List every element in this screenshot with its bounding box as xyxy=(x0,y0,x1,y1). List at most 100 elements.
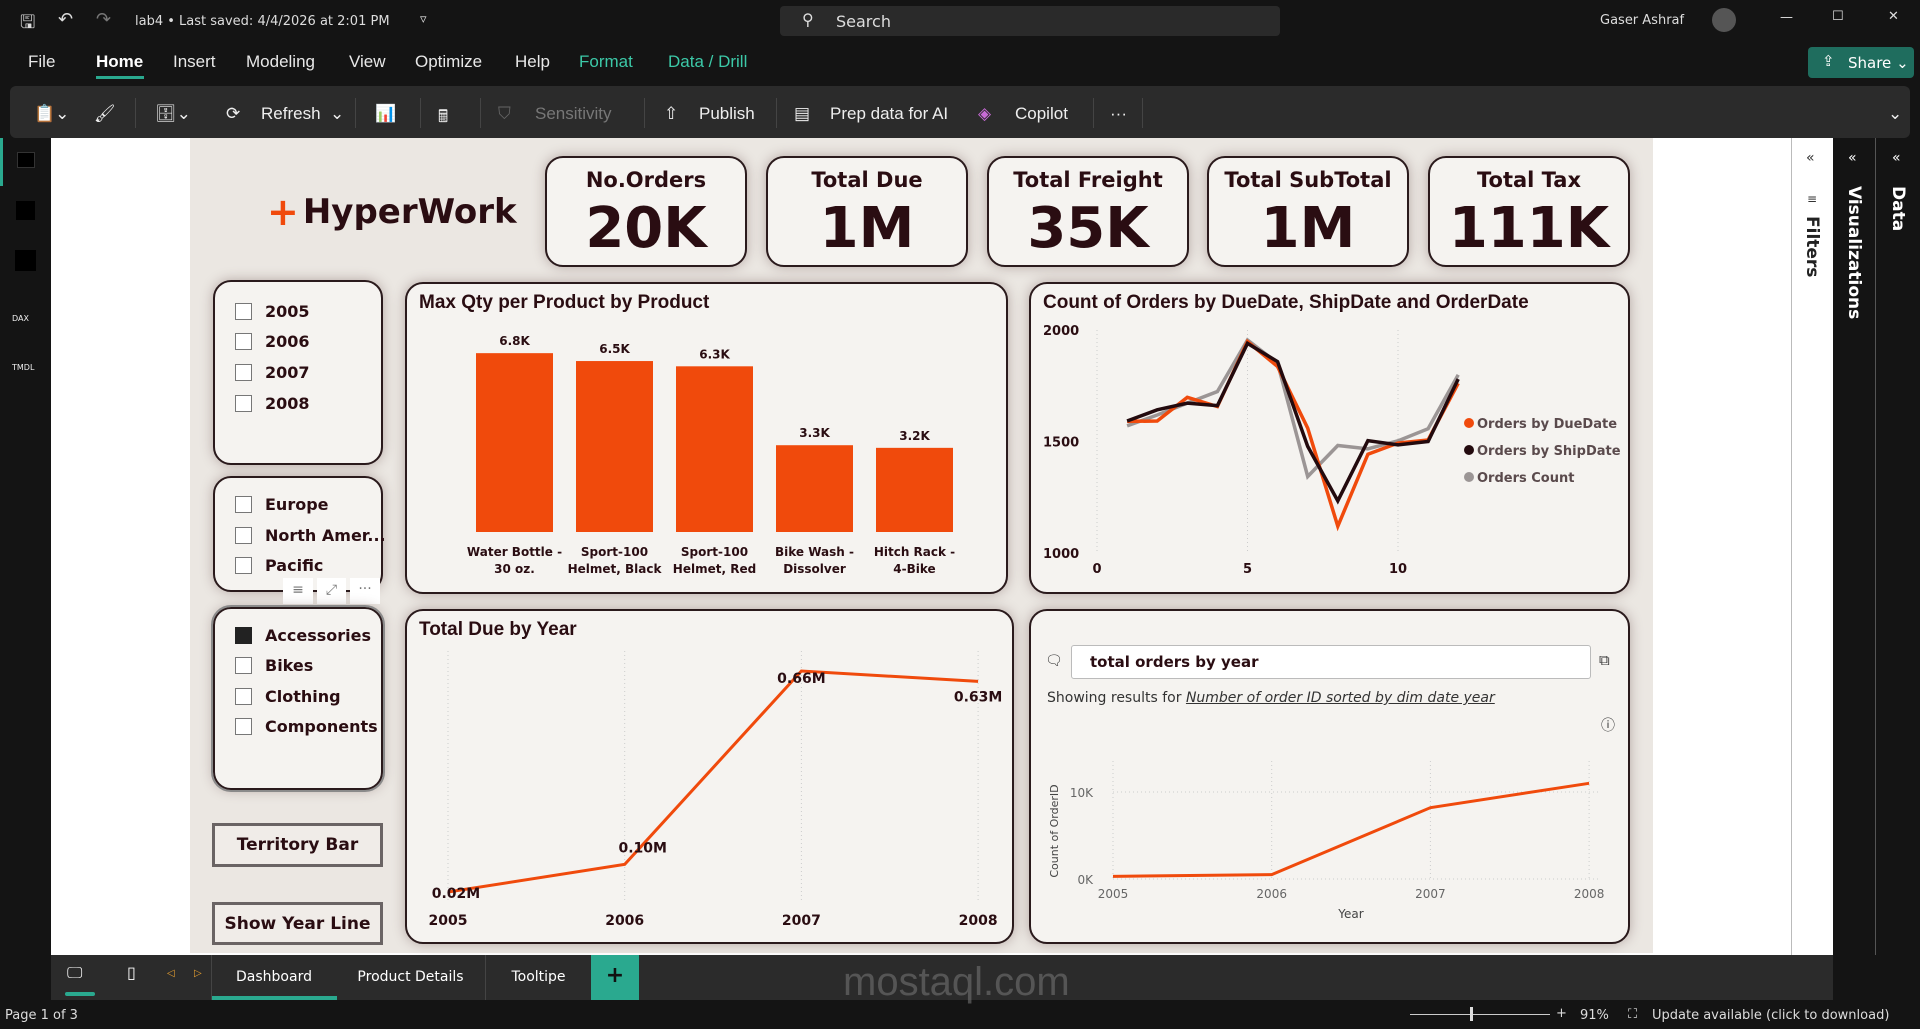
expand-icon[interactable]: « xyxy=(1806,150,1815,166)
slicer-item-2006[interactable]: 2006 xyxy=(235,332,310,351)
close-button[interactable]: ✕ xyxy=(1888,9,1899,24)
new-visual-icon[interactable]: 📊 xyxy=(375,104,397,123)
zoom-in-icon[interactable]: + xyxy=(1556,1006,1567,1021)
checkbox[interactable] xyxy=(235,333,252,350)
menu-optimize[interactable]: Optimize xyxy=(415,52,483,71)
card-total-freight[interactable]: Total Freight 35K xyxy=(987,156,1189,267)
more-options-icon[interactable]: ··· xyxy=(350,578,380,604)
file-title[interactable]: lab4 • Last saved: 4/4/2026 at 2:01 PM xyxy=(135,14,390,29)
menu-file[interactable]: File xyxy=(28,52,56,71)
show-year-line-button[interactable]: Show Year Line xyxy=(212,902,383,945)
user-name[interactable]: Gaser Ashraf xyxy=(1600,13,1685,28)
calculator-icon[interactable]: 🖩 xyxy=(438,107,449,126)
publish-button[interactable]: Publish xyxy=(699,104,755,123)
slicer-item-europe[interactable]: Europe xyxy=(235,495,329,514)
expand-icon[interactable]: « xyxy=(1848,150,1857,166)
checkbox-checked[interactable] xyxy=(235,627,252,644)
slicer-item-north-america[interactable]: North Amer... xyxy=(235,526,386,545)
tmdl-view-icon[interactable]: TMDL xyxy=(12,363,35,372)
undo-icon[interactable]: ↶ xyxy=(58,9,74,30)
slicer-item-pacific[interactable]: Pacific xyxy=(235,556,323,575)
card-no-orders[interactable]: No.Orders 20K xyxy=(545,156,747,267)
checkbox[interactable] xyxy=(235,496,252,513)
slicer-item-clothing[interactable]: Clothing xyxy=(235,687,341,706)
checkbox[interactable] xyxy=(235,657,252,674)
checkbox[interactable] xyxy=(235,303,252,320)
menu-help[interactable]: Help xyxy=(515,52,550,71)
update-notice[interactable]: Update available (click to download) xyxy=(1652,1008,1890,1023)
prep-data-icon[interactable]: ▤ xyxy=(794,104,811,123)
tab-dashboard[interactable]: Dashboard xyxy=(211,955,337,1000)
orders-line-chart-panel[interactable]: Count of Orders by DueDate, ShipDate and… xyxy=(1029,282,1630,594)
refresh-button[interactable]: Refresh xyxy=(261,104,321,123)
slicer-item-bikes[interactable]: Bikes xyxy=(235,656,313,675)
qna-panel[interactable]: 🗨 total orders by year ⧉ Showing results… xyxy=(1029,609,1630,944)
convert-visual-icon[interactable]: ⧉ xyxy=(1599,651,1610,669)
report-view-icon[interactable] xyxy=(17,152,35,168)
more-options-button[interactable]: ··· xyxy=(1110,104,1127,123)
slicer-item-2005[interactable]: 2005 xyxy=(235,302,310,321)
tab-product-details[interactable]: Product Details xyxy=(336,955,486,1000)
menu-modeling[interactable]: Modeling xyxy=(246,52,315,71)
avatar[interactable] xyxy=(1712,8,1736,32)
filter-icon[interactable]: ≡ xyxy=(283,578,313,604)
checkbox[interactable] xyxy=(235,364,252,381)
redo-icon[interactable]: ↷ xyxy=(96,9,112,30)
info-icon[interactable]: ⓘ xyxy=(1601,718,1615,734)
add-page-button[interactable]: + xyxy=(591,955,639,1000)
menu-view[interactable]: View xyxy=(349,52,386,71)
minimize-button[interactable]: — xyxy=(1780,10,1793,25)
mobile-layout-icon[interactable]: ▯ xyxy=(127,963,136,982)
maximize-button[interactable]: ☐ xyxy=(1832,9,1844,24)
visualizations-pane[interactable]: « Visualizations xyxy=(1833,138,1876,955)
expand-icon[interactable]: « xyxy=(1892,150,1901,166)
chevron-down-icon[interactable]: ▿ xyxy=(420,12,427,27)
checkbox[interactable] xyxy=(235,527,252,544)
save-icon[interactable]: 🖫 xyxy=(20,12,36,33)
prep-data-button[interactable]: Prep data for AI xyxy=(830,104,949,123)
total-due-chart-panel[interactable]: Total Due by Year 2005 2006 2007 2008 0.02M 0… xyxy=(405,609,1014,944)
zoom-slider[interactable] xyxy=(1410,1007,1550,1021)
bar-chart-panel[interactable]: Max Qty per Product by Product 6.8K Water… xyxy=(405,282,1008,594)
data-pane[interactable]: « Data xyxy=(1876,138,1920,955)
slicer-item-2007[interactable]: 2007 xyxy=(235,363,310,382)
card-total-tax[interactable]: Total Tax 111K xyxy=(1428,156,1630,267)
slicer-item-components[interactable]: Components xyxy=(235,717,378,736)
checkbox[interactable] xyxy=(235,688,252,705)
menu-home[interactable]: Home xyxy=(96,52,144,71)
result-link[interactable]: Number of order ID sorted by dim date ye… xyxy=(1185,690,1495,706)
tab-tooltipe[interactable]: Tooltipe xyxy=(511,969,566,985)
desktop-layout-icon[interactable]: 🖵 xyxy=(67,963,83,982)
card-total-subtotal[interactable]: Total SubTotal 1M xyxy=(1207,156,1409,267)
slicer-item-accessories[interactable]: Accessories xyxy=(235,626,371,645)
fit-page-icon[interactable]: ⛶ xyxy=(1628,1007,1638,1022)
prev-page-icon[interactable]: ◁ xyxy=(167,968,175,979)
checkbox[interactable] xyxy=(235,718,252,735)
menu-data-drill[interactable]: Data / Drill xyxy=(668,52,748,71)
focus-mode-icon[interactable]: ⤢ xyxy=(317,578,346,604)
menu-insert[interactable]: Insert xyxy=(173,52,216,71)
dax-query-icon[interactable]: DAX xyxy=(12,314,29,323)
card-total-due[interactable]: Total Due 1M xyxy=(766,156,968,267)
search-box[interactable]: ⚲ Search xyxy=(780,6,1280,36)
collapse-ribbon-icon[interactable]: ⌄ xyxy=(1888,104,1903,123)
model-view-icon[interactable] xyxy=(15,250,36,271)
share-button[interactable]: ⇪ Share ⌄ xyxy=(1808,47,1914,78)
territory-bar-button[interactable]: Territory Bar xyxy=(212,823,383,867)
checkbox[interactable] xyxy=(235,395,252,412)
category-slicer[interactable]: Accessories Bikes Clothing Components xyxy=(211,605,385,792)
filters-pane[interactable]: « ≡ Filters xyxy=(1791,138,1833,955)
publish-icon[interactable]: ⇧ xyxy=(664,104,679,123)
refresh-icon[interactable]: ⟳ xyxy=(226,104,241,123)
checkbox[interactable] xyxy=(235,557,252,574)
get-data-icon[interactable]: 🗄⌄ xyxy=(155,104,191,123)
qna-input[interactable]: total orders by year xyxy=(1071,645,1591,679)
zoom-slider-thumb[interactable] xyxy=(1470,1007,1473,1021)
menu-format[interactable]: Format xyxy=(579,52,633,71)
copilot-icon[interactable]: ◈ xyxy=(978,104,992,123)
paste-icon[interactable]: 📋⌄ xyxy=(34,104,70,123)
slicer-item-2008[interactable]: 2008 xyxy=(235,394,310,413)
format-painter-icon[interactable]: 🖌 xyxy=(94,104,116,123)
table-view-icon[interactable] xyxy=(16,201,35,220)
copilot-button[interactable]: Copilot xyxy=(1015,104,1068,123)
